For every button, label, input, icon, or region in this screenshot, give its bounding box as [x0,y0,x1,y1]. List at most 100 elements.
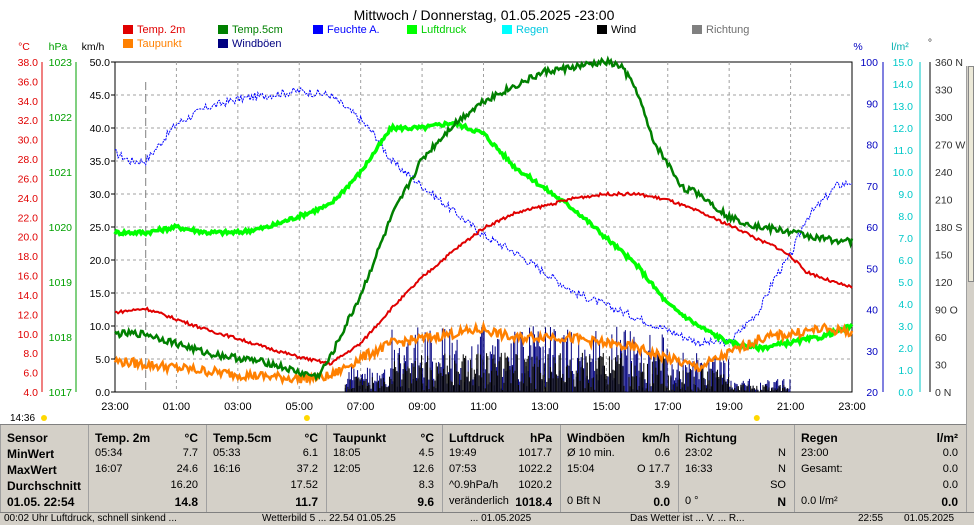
stats-cell-value: 9.6 [417,495,434,509]
rain-tick-label: 11.0 [893,145,913,157]
kmh-tick-label: 15.0 [90,288,111,300]
statistics-table: Sensor MinWert MaxWert Durchschnitt 01.05. 2… [0,424,966,513]
stats-row: 23:00 0.0 [801,447,958,463]
stats-row: MinWert [7,447,80,463]
series-temp-5cm [114,55,854,382]
status-left: 00:02 Uhr Luftdruck, schnell sinkend ... [4,513,177,524]
x-tick-label: 23:00 [101,401,129,413]
legend-label: Regen [516,24,548,36]
stats-column: Sensor MinWert MaxWert Durchschnitt 01.05. 2… [0,425,88,513]
stats-cell-value: 17.52 [290,479,318,491]
scrollbar-thumb[interactable] [968,66,974,282]
right-axes: 20 30 40 50 60 70 80 90 100 0.0 1.0 2.0 3.0 4.0 5.0 6.0… [860,57,965,399]
status-mid: Wetterbild 5 ... 22.54 01.05.25 [262,513,396,524]
stats-cell-value: 8.3 [418,479,434,491]
hpa-tick-label: 1023 [49,57,73,69]
stats-cell-value: 24.6 [176,463,198,475]
x-tick-label: 07:00 [347,401,375,413]
temp-tick-label: 30.0 [18,135,39,147]
x-tick-label: 05:00 [285,401,313,413]
temp-tick-label: 22.0 [18,212,39,224]
dir-tick-label: 90 O [935,305,958,317]
rain-tick-label: 3.0 [898,321,913,333]
legend-label: Luftdruck [421,24,467,36]
hpa-tick-label: 1021 [49,167,73,179]
stats-row: 0 ° N [685,495,786,511]
stats-cell-label: veränderlich [449,495,509,507]
stats-unit: l/m² [936,431,958,445]
temp-tick-label: 38.0 [18,57,39,69]
stats-cell-value: 1018.4 [515,495,552,509]
stats-row: 3.9 [567,479,670,495]
temp-tick-label: 26.0 [18,173,39,185]
stats-header: Temp.5cm [213,431,272,445]
stats-column: Taupunkt °C 18:05 4.5 12:05 12.6 8.3 9.6 [326,425,442,513]
stats-row: Durchschnitt [7,479,82,495]
legend-label: Wind [611,24,636,36]
stats-header: Luftdruck [449,431,505,445]
stats-row: 16:07 24.6 [95,463,198,479]
x-tick-label: 21:00 [777,401,805,413]
wind-series [344,326,791,392]
stats-cell-value: N [778,447,786,459]
temp-tick-label: 34.0 [18,96,39,108]
legend-swatch [597,25,607,34]
stats-cell-label: ^0.9hPa/h [449,479,499,491]
x-axis: 23:00 01:00 03:00 05:00 07:00 09:00 11:00 13:00… [101,401,866,413]
pct-tick-label: 100 [860,57,878,69]
stats-column: Windböen km/h Ø 10 min. 0.6 15:04 O 17.7 3.9 0 … [560,425,678,513]
stats-row: 18:05 4.5 [333,447,434,463]
hpa-tick-label: 1020 [49,222,73,234]
pct-tick-label: 80 [866,140,878,152]
status-date: ... 01.05.2025 [470,513,532,524]
stats-header: Taupunkt [333,431,387,445]
rain-tick-label: 6.0 [898,255,913,267]
stats-cell-value: 0.0 [941,495,958,509]
rain-tick-label: 8.0 [898,211,913,223]
stats-cell-value: 37.2 [296,463,318,475]
stats-cell-label: 19:49 [449,447,477,459]
dir-tick-label: 30 [935,360,947,372]
stats-cell-label: 0.0 l/m² [801,495,838,507]
legend-label: Temp. 2m [137,24,185,36]
temp-tick-label: 32.0 [18,115,39,127]
hpa-tick-label: 1019 [49,277,73,289]
stats-row: MaxWert [7,463,80,479]
stats-column: Richtung 23:02 N 16:33 N SO 0 ° N [678,425,794,513]
pct-tick-label: 70 [866,181,878,193]
stats-column: Temp.5cm °C 05:33 6.1 16:16 37.2 17.52 11.7 [206,425,326,513]
rain-tick-label: 9.0 [898,189,913,201]
stats-cell-label: Durchschnitt [7,479,82,493]
dir-tick-label: 300 [935,112,953,124]
stats-row: ^0.9hPa/h 1020.2 [449,479,552,495]
x-tick-label: 11:00 [470,401,497,413]
sun-icon [41,415,47,421]
legend-label: Windböen [232,38,282,50]
pct-tick-label: 20 [866,387,878,399]
status-right: Das Wetter ist ... V. ... R... [630,513,745,524]
rain-tick-label: 14.0 [893,79,914,91]
dir-tick-label: 180 S [935,222,962,234]
vertical-scrollbar[interactable] [966,66,974,524]
rain-tick-label: 15.0 [893,57,914,69]
x-tick-label: 17:00 [654,401,682,413]
stats-column: Luftdruck hPa 19:49 1017.7 07:53 1022.2 ^0.9hP… [442,425,560,513]
rain-tick-label: 12.0 [893,123,914,135]
kmh-tick-label: 20.0 [90,255,111,267]
stats-row: 14.8 [95,495,198,511]
stats-cell-value: 1017.7 [518,447,552,459]
stats-row: veränderlich 1018.4 [449,495,552,511]
temp-tick-label: 36.0 [18,76,39,88]
stats-cell-value: 6.1 [302,447,318,459]
stats-cell-label: 05:34 [95,447,123,459]
status-date-right: 01.05.2025 [904,513,955,524]
stats-cell-label: 18:05 [333,447,361,459]
pct-tick-label: 30 [866,346,878,358]
stats-row: 23:02 N [685,447,786,463]
kmh-tick-label: 0.0 [95,387,110,399]
stats-cell-value: 0.0 [942,479,958,491]
sunrise-time-label: 14:36 [10,413,35,424]
temp-tick-label: 24.0 [18,193,39,205]
weather-chart: 4.0 6.0 8.0 10.0 12.0 14.0 16.0 18.0 20.0 22.0 24.… [10,7,965,424]
legend-swatch [123,39,133,48]
